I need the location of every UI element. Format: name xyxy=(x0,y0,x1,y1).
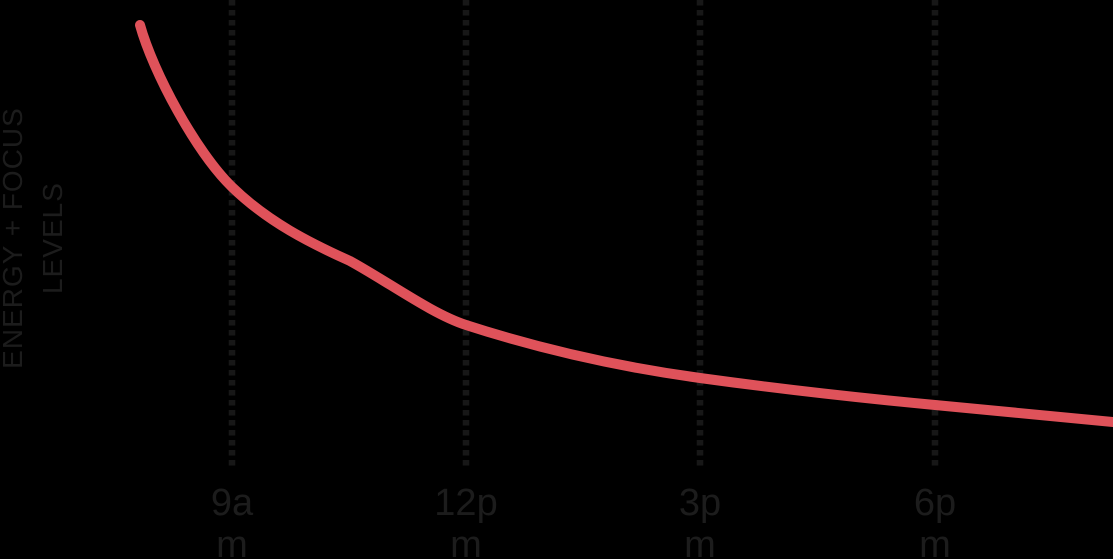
y-axis-label: ENERGY + FOCUS LEVELS xyxy=(0,107,73,369)
x-tick-label-12pm: 12pm xyxy=(434,482,498,559)
x-tick-label-9am: 9am xyxy=(210,482,254,559)
y-axis-label-line-1: ENERGY + FOCUS xyxy=(0,107,28,369)
x-tick-label-3pm: 3pm xyxy=(678,482,722,559)
energy-focus-curve xyxy=(135,20,1113,427)
x-tick-label-6pm: 6pm xyxy=(913,482,957,559)
y-axis-label-line-2: LEVELS xyxy=(37,182,68,294)
